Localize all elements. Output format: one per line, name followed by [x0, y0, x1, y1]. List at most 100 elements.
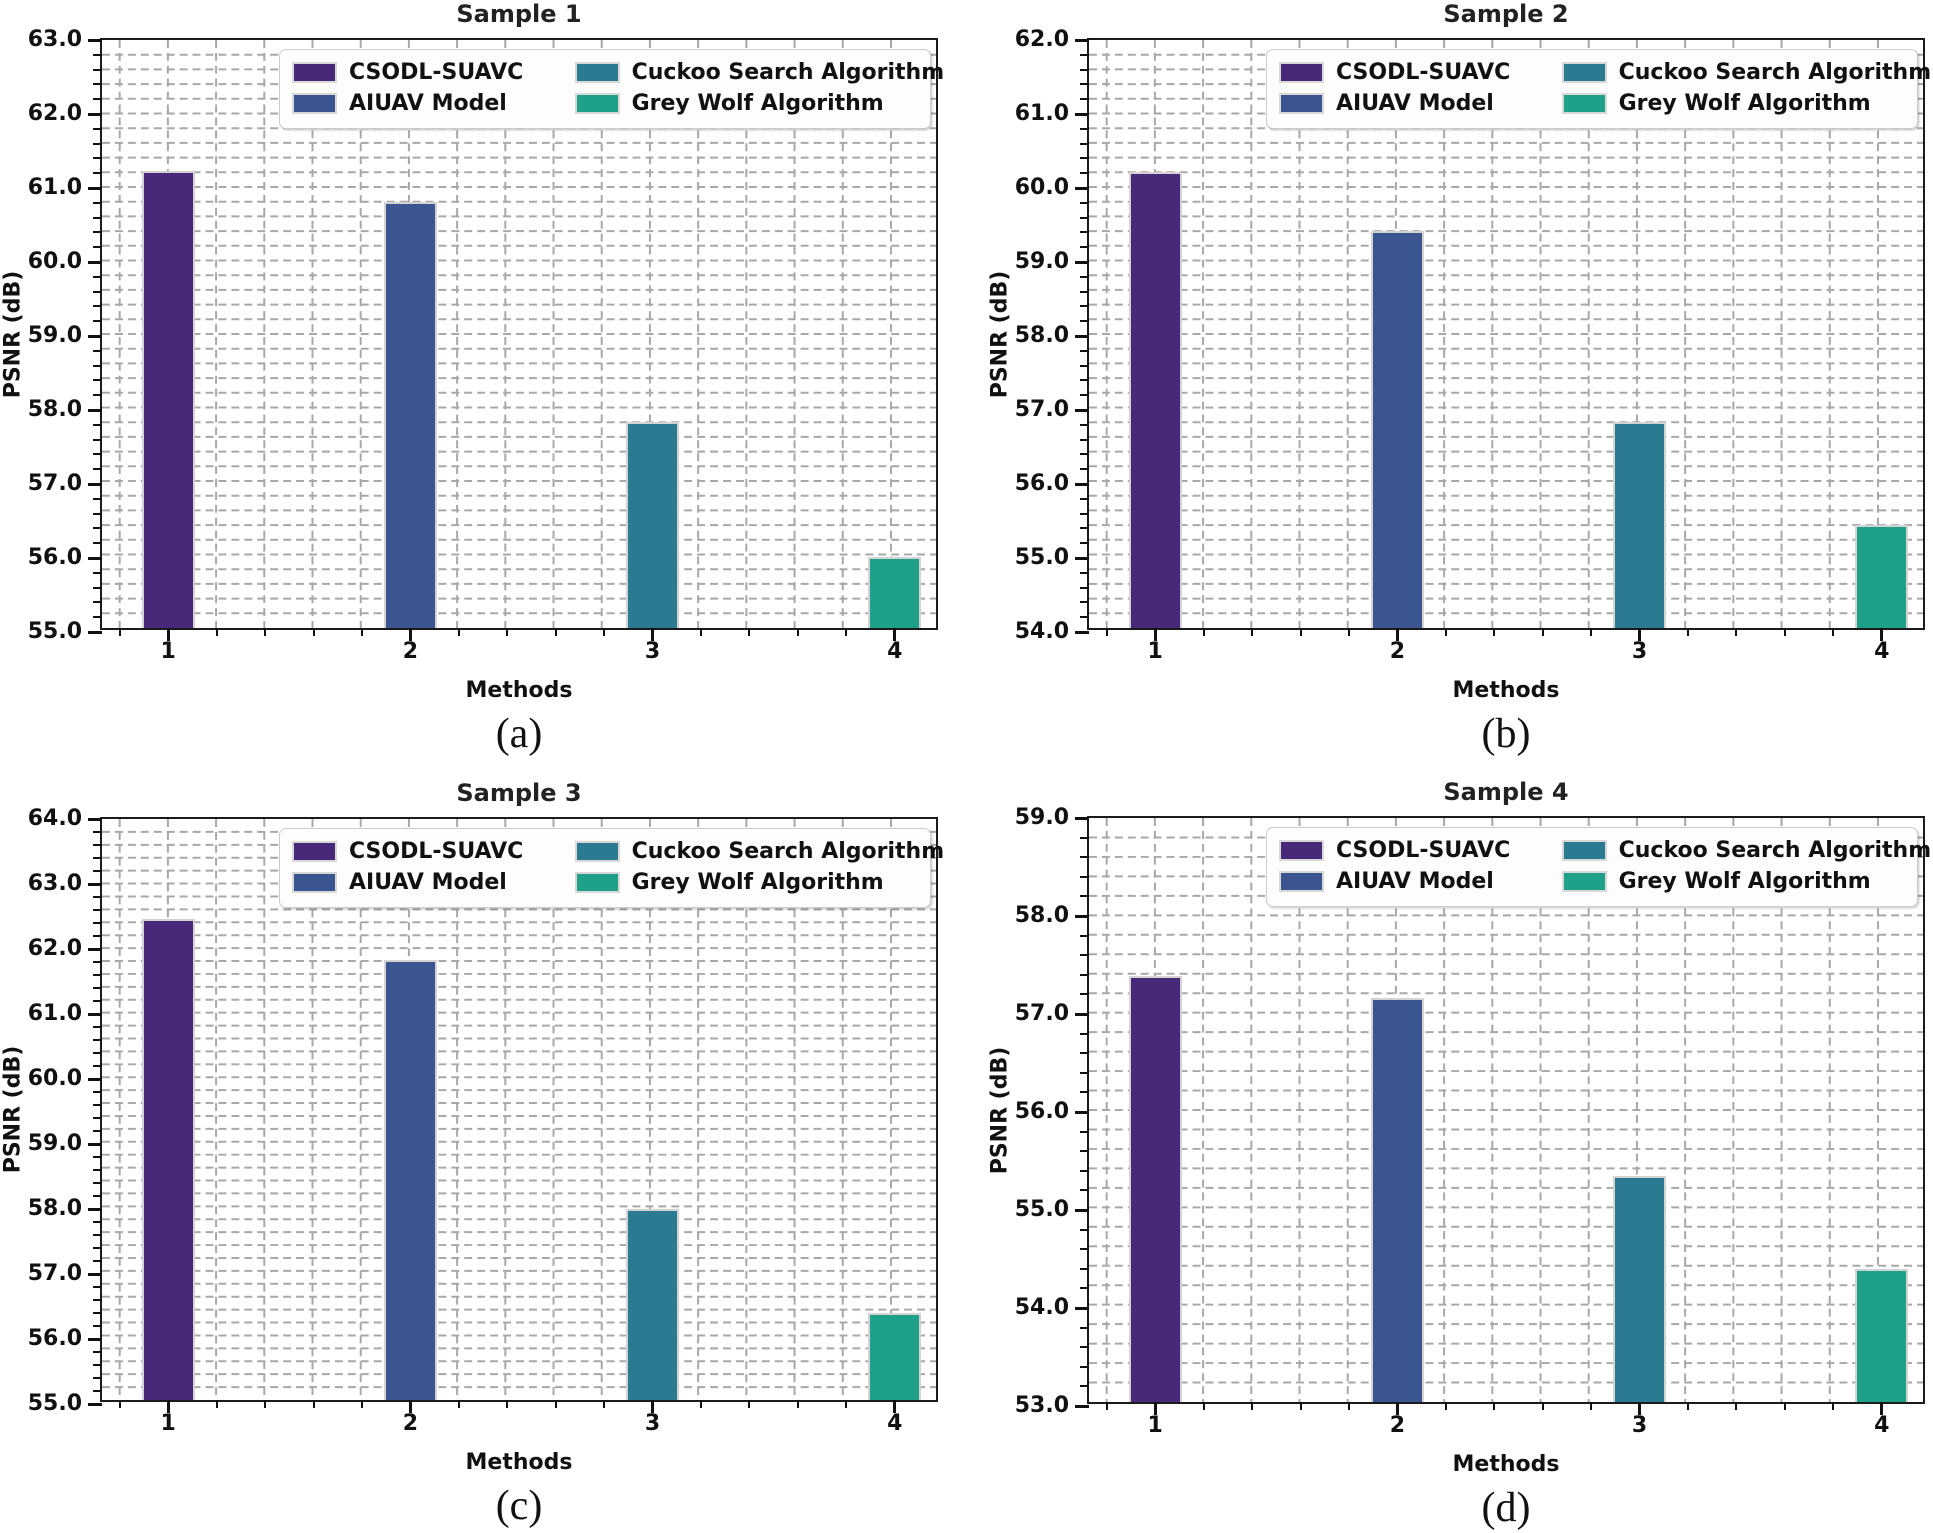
- bar-method-2: [1370, 998, 1424, 1402]
- y-minor-tick: [1080, 379, 1089, 382]
- y-minor-tick: [1080, 83, 1089, 86]
- bar-method-2: [383, 960, 437, 1400]
- y-minor-tick: [1080, 601, 1089, 604]
- legend-label: CSODL-SUAVC: [1336, 838, 1511, 863]
- y-major-tick: [1075, 1404, 1089, 1408]
- y-minor-tick: [93, 1026, 102, 1028]
- y-minor-tick: [93, 870, 102, 872]
- legend-swatch-1: [292, 841, 337, 862]
- bar-method-2: [1370, 231, 1424, 628]
- legend-label: AIUAV Model: [1336, 91, 1494, 116]
- legend-swatch-4: [1561, 93, 1607, 114]
- y-tick-label: 61.0: [27, 1001, 82, 1026]
- y-minor-tick: [1080, 1267, 1089, 1270]
- x-minor-tick: [1541, 628, 1544, 636]
- x-major-tick: [408, 628, 412, 641]
- y-minor-tick: [93, 1364, 102, 1366]
- legend-swatch-4: [574, 872, 620, 893]
- y-major-tick: [88, 1077, 102, 1081]
- y-tick-label: 53.0: [1014, 1393, 1069, 1418]
- y-minor-tick: [93, 571, 102, 574]
- x-major-tick: [1153, 1402, 1157, 1415]
- y-major-tick: [88, 482, 102, 486]
- legend-label: Cuckoo Search Algorithm: [631, 60, 945, 85]
- legend-swatch-1: [1279, 840, 1324, 861]
- y-major-tick: [1075, 630, 1089, 634]
- x-minor-tick: [603, 628, 606, 636]
- bar-method-3: [626, 422, 680, 628]
- y-major-tick: [88, 1337, 102, 1341]
- y-minor-tick: [93, 305, 102, 308]
- x-minor-tick: [1444, 1402, 1447, 1410]
- y-major-tick: [1075, 1306, 1089, 1310]
- bar-method-4: [868, 556, 922, 628]
- y-major-tick: [88, 1207, 102, 1211]
- y-minor-tick: [1080, 201, 1089, 204]
- legend-item: CSODL-SUAVC: [292, 839, 575, 864]
- y-minor-tick: [1080, 216, 1089, 219]
- y-tick-label: 58.0: [1014, 903, 1069, 928]
- y-minor-tick: [93, 497, 102, 500]
- y-minor-tick: [93, 1039, 102, 1041]
- x-axis-label: Methods: [1452, 678, 1560, 703]
- y-tick-label: 58.0: [27, 397, 82, 422]
- x-minor-tick: [1783, 1402, 1786, 1410]
- y-minor-tick: [1080, 1052, 1089, 1055]
- x-minor-tick: [1299, 1402, 1302, 1410]
- y-major-tick: [1075, 1208, 1089, 1212]
- y-minor-tick: [1080, 275, 1089, 278]
- x-tick-label: 2: [1389, 1413, 1406, 1438]
- legend-swatch-1: [292, 62, 337, 83]
- x-tick-label: 2: [402, 639, 419, 664]
- x-minor-tick: [748, 1400, 751, 1408]
- x-minor-tick: [1105, 1402, 1108, 1410]
- subfigure-caption: (d): [1481, 1485, 1531, 1531]
- y-minor-tick: [93, 527, 102, 530]
- y-minor-tick: [93, 394, 102, 397]
- y-minor-tick: [1080, 1385, 1089, 1388]
- y-major-tick: [1075, 334, 1089, 338]
- y-major-tick: [88, 38, 102, 42]
- y-minor-tick: [93, 987, 102, 989]
- y-minor-tick: [1080, 231, 1089, 234]
- x-axis-label: Methods: [465, 1450, 573, 1475]
- legend: CSODL-SUAVC AIUAV Model Cuckoo Search Algo…: [279, 49, 944, 129]
- x-tick-label: 4: [1874, 1413, 1890, 1438]
- y-minor-tick: [93, 379, 102, 382]
- x-major-tick: [166, 1400, 170, 1413]
- y-minor-tick: [93, 1091, 102, 1093]
- x-tick-label: 4: [887, 1411, 903, 1436]
- y-tick-label: 62.0: [1014, 27, 1069, 52]
- legend-item: Grey Wolf Algorithm: [574, 91, 920, 116]
- y-minor-tick: [93, 512, 102, 515]
- legend-label: CSODL-SUAVC: [349, 60, 524, 85]
- x-minor-tick: [796, 1400, 799, 1408]
- bar-method-1: [141, 919, 195, 1400]
- x-major-tick: [1880, 1402, 1884, 1415]
- x-axis-label: Methods: [465, 678, 573, 703]
- y-minor-tick: [93, 935, 102, 937]
- y-major-tick: [88, 186, 102, 190]
- legend-swatch-2: [1279, 93, 1324, 114]
- y-tick-label: 57.0: [1014, 397, 1069, 422]
- x-minor-tick: [1105, 628, 1108, 636]
- legend-swatch-2: [292, 872, 337, 893]
- x-minor-tick: [1493, 628, 1496, 636]
- y-minor-tick: [93, 909, 102, 911]
- y-tick-label: 58.0: [1014, 323, 1069, 348]
- y-tick-label: 56.0: [27, 1326, 82, 1351]
- chart-panel-sample-1: Sample 1 PSNR (dB) 55.0 56.0 57.0 58.0 59.0 6…: [1, 0, 945, 757]
- x-major-tick: [1638, 628, 1642, 641]
- y-minor-tick: [93, 1312, 102, 1314]
- y-minor-tick: [1080, 1326, 1089, 1329]
- x-minor-tick: [360, 1400, 363, 1408]
- y-minor-tick: [93, 453, 102, 456]
- y-minor-tick: [1080, 836, 1089, 839]
- y-minor-tick: [93, 616, 102, 619]
- x-minor-tick: [1202, 1402, 1205, 1410]
- y-tick-label: 63.0: [27, 27, 82, 52]
- y-minor-tick: [1080, 172, 1089, 175]
- y-major-tick: [1075, 816, 1089, 820]
- y-tick-label: 54.0: [1014, 619, 1069, 644]
- y-minor-tick: [1080, 53, 1089, 56]
